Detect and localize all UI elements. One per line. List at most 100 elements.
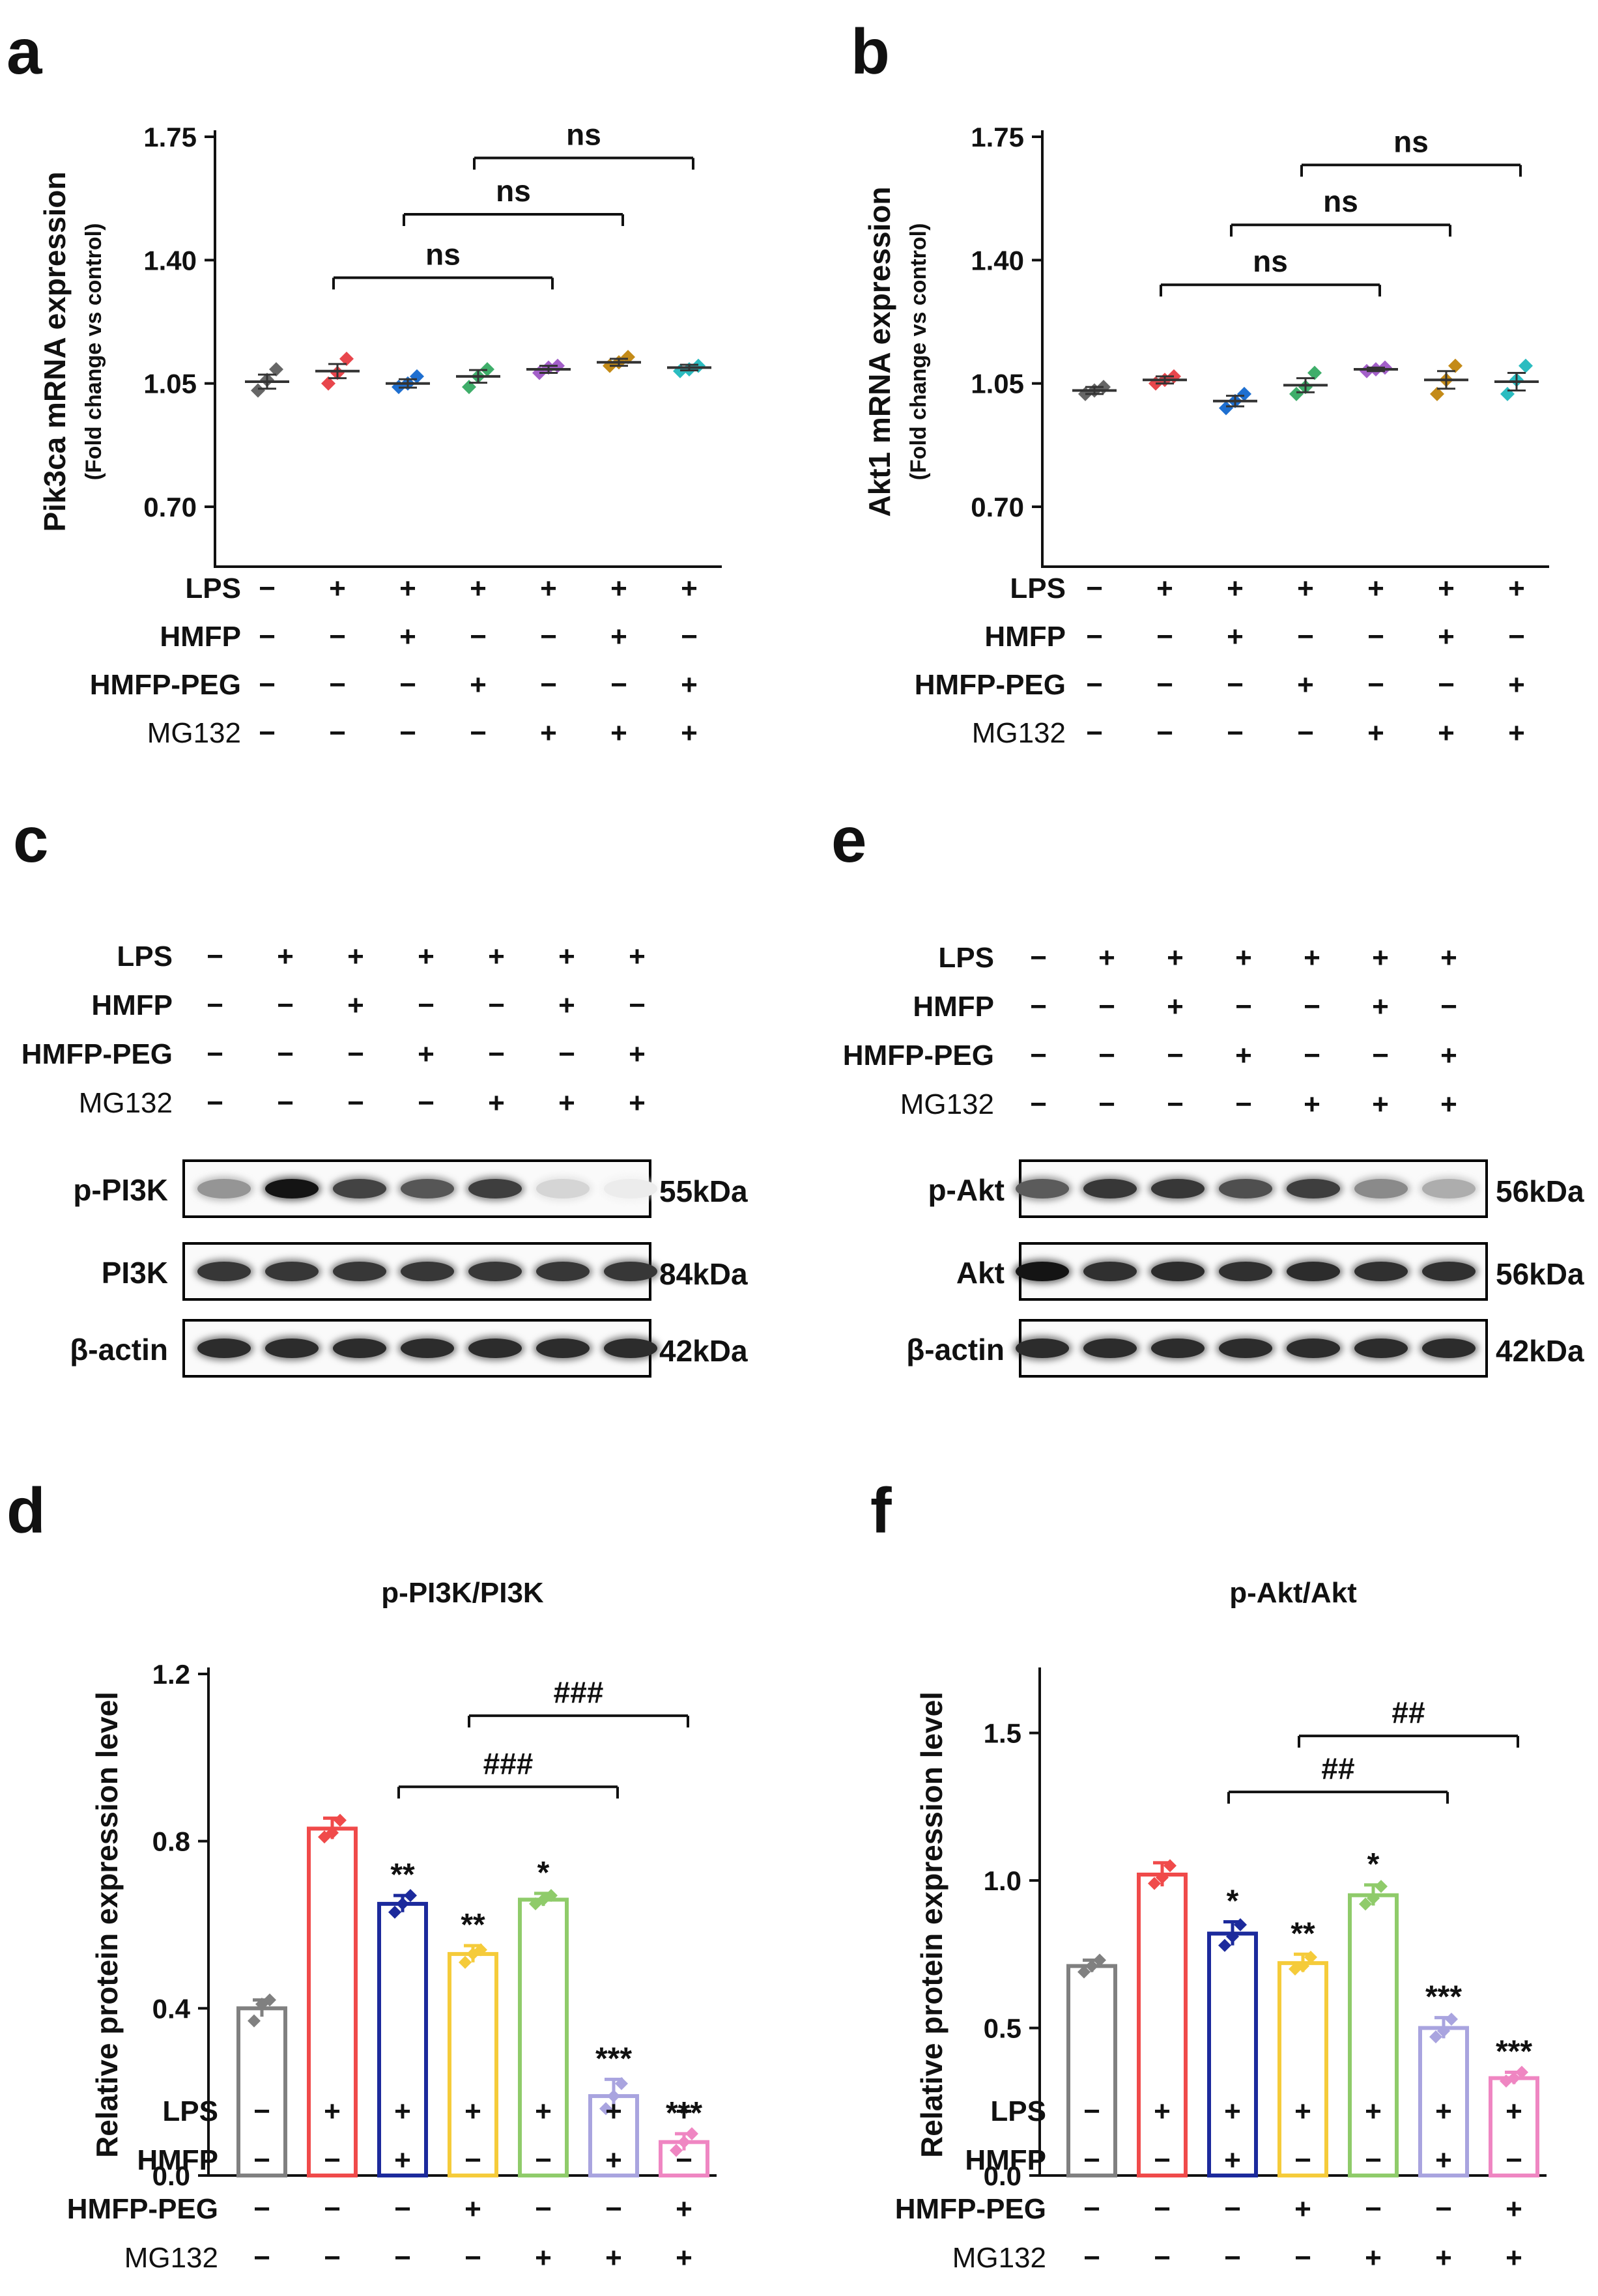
condition-sign: − (629, 989, 646, 1021)
data-point (599, 2102, 612, 2116)
condition-sign: − (418, 989, 435, 1021)
significance-label: ** (461, 1908, 485, 1942)
condition-sign: + (1154, 2095, 1171, 2127)
condition-sign: + (681, 717, 698, 749)
condition-sign: − (207, 989, 223, 1021)
condition-sign: − (394, 2193, 411, 2225)
data-point (1375, 1880, 1388, 1893)
y-tick-label: 1.0 (984, 1865, 1021, 1896)
condition-sign: − (558, 1038, 575, 1070)
condition-sign: + (629, 1087, 646, 1119)
condition-sign: − (207, 941, 223, 972)
condition-sign: − (259, 621, 276, 653)
condition-sign: + (676, 2193, 692, 2225)
panel-letter-d: d (7, 1475, 46, 1546)
y-tick-label: 1.05 (143, 369, 197, 399)
data-point (251, 383, 265, 398)
data-point (248, 2014, 261, 2028)
condition-sign: + (1297, 669, 1314, 701)
condition-sign: + (1505, 2095, 1522, 2127)
condition-sign: − (1086, 573, 1103, 604)
condition-sign: − (1156, 717, 1173, 749)
blot-band (1083, 1179, 1137, 1198)
condition-sign: − (1098, 1088, 1115, 1120)
condition-label: HMFP-PEG (894, 2193, 1046, 2225)
condition-sign: + (1440, 942, 1457, 974)
condition-sign: − (1297, 717, 1314, 749)
condition-sign: − (347, 1087, 364, 1119)
condition-sign: + (418, 1038, 435, 1070)
bracket-label: ### (483, 1746, 534, 1780)
blot-row-label: PI3K (101, 1256, 168, 1290)
condition-sign: − (1304, 1040, 1320, 1071)
condition-sign: − (1083, 2193, 1100, 2225)
condition-sign: + (1235, 1040, 1252, 1071)
y-tick-label: 1.75 (143, 122, 197, 152)
condition-sign: + (676, 2242, 692, 2274)
condition-sign: − (259, 669, 276, 701)
blot-row-label: Akt (956, 1256, 1005, 1290)
condition-sign: + (1435, 2095, 1452, 2127)
blot-band (1219, 1179, 1272, 1198)
chart-title: p-PI3K/PI3K (381, 1577, 544, 1609)
blot-frame (1016, 1242, 1488, 1301)
data-point (404, 1889, 417, 1903)
condition-sign: + (1438, 573, 1455, 604)
blot-band (604, 1262, 657, 1281)
data-point (339, 351, 354, 366)
condition-sign: + (1365, 2242, 1382, 2274)
condition-sign: + (535, 2095, 552, 2127)
blot-band (468, 1179, 522, 1198)
condition-sign: + (1372, 942, 1389, 974)
condition-sign: + (1505, 2242, 1522, 2274)
bracket-label: ns (1393, 124, 1429, 158)
condition-sign: + (629, 1038, 646, 1070)
chart-b: 0.70 1.05 1.40 1.75 Akt1 mRNA expression (Fol… (863, 122, 1549, 568)
blot-band (1083, 1262, 1137, 1281)
blot-band (333, 1179, 386, 1198)
condition-sign: + (399, 621, 416, 653)
condition-sign: − (535, 2144, 552, 2176)
condition-sign: − (1365, 2193, 1382, 2225)
condition-sign: + (488, 941, 505, 972)
condition-sign: − (1156, 621, 1173, 653)
blot-band (401, 1339, 454, 1358)
bar (1207, 1931, 1258, 2178)
condition-label: HMFP-PEG (89, 669, 241, 701)
y-tick-label: 0.0 (984, 2161, 1021, 2191)
condition-sign: + (1372, 1088, 1389, 1120)
data-point (1519, 358, 1533, 373)
blot-row-label: β-actin (70, 1333, 168, 1367)
data-point (1367, 1892, 1380, 1905)
blot-band (197, 1339, 251, 1358)
condition-sign: + (558, 941, 575, 972)
blot-band (265, 1339, 319, 1358)
data-point (1077, 1965, 1091, 1979)
condition-sign: + (1505, 2193, 1522, 2225)
data-point (1359, 1897, 1372, 1911)
condition-sign: + (681, 573, 698, 604)
condition-sign: − (1227, 669, 1244, 701)
data-point (1307, 365, 1322, 380)
data-point (410, 369, 424, 384)
condition-sign: − (1505, 2144, 1522, 2176)
condition-sign: − (1154, 2193, 1171, 2225)
condition-sign: + (1367, 717, 1384, 749)
bar (1137, 1873, 1188, 2177)
condition-sign: − (1083, 2144, 1100, 2176)
chart-title: p-Akt/Akt (1229, 1577, 1357, 1609)
condition-sign: + (558, 989, 575, 1021)
blot-band (1151, 1262, 1205, 1281)
significance-label: * (1367, 1847, 1380, 1882)
data-point (1445, 2012, 1458, 2026)
condition-sign: + (1508, 717, 1525, 749)
blot-band (1422, 1262, 1476, 1281)
blot-kda-label: 56kDa (1496, 1174, 1584, 1208)
condition-sign: + (605, 2144, 622, 2176)
blot-frame (1016, 1159, 1488, 1218)
condition-label: LPS (185, 573, 241, 604)
panel-f: f 0.0 0.5 1.0 1.5 Relative protein expressio… (799, 1420, 1598, 2296)
data-point (474, 1943, 487, 1957)
condition-sign: − (1435, 2193, 1452, 2225)
significance-label: *** (1425, 1980, 1462, 2015)
